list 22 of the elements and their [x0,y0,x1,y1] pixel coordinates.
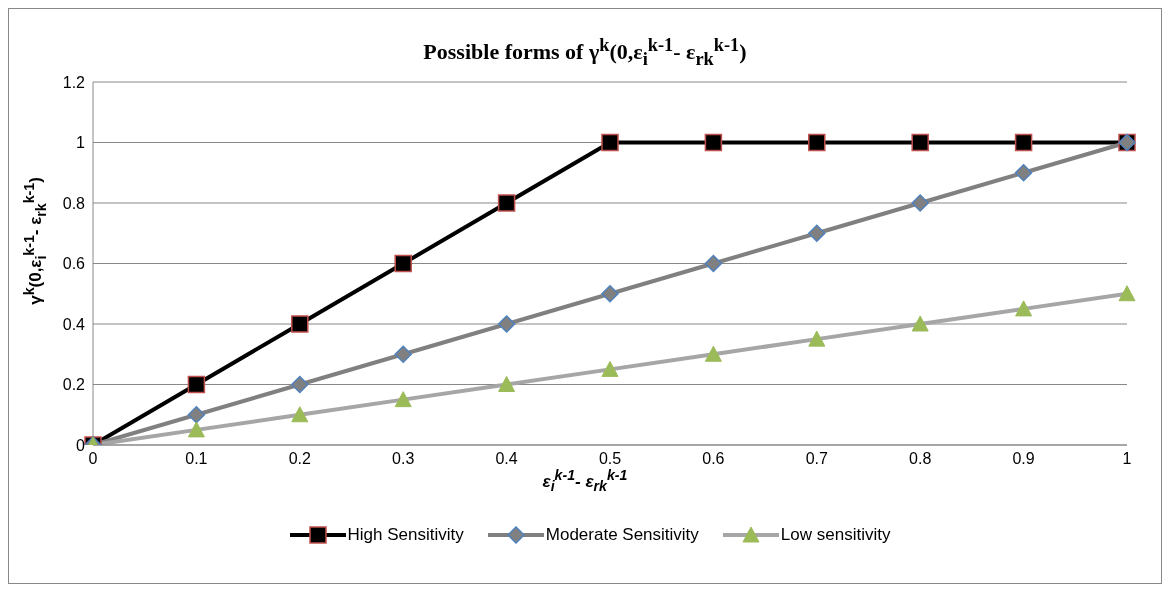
x-tick-label: 0.3 [392,450,415,468]
x-tick-label: 0.9 [1012,450,1035,468]
chart-title: Possible forms of γ$^{k}$(0,ε$_{i}$$^{k-1}$- ε$_{rk}$$^{k-1}$) [423,35,747,69]
legend-label: Low sensitivity [780,525,891,545]
y-tick-label: 1 [76,134,86,152]
y-tick-label: 0.8 [62,194,86,212]
x-tick-label: 0.5 [598,450,622,468]
x-tick-label: 0.7 [805,450,829,468]
legend-label: High Sensitivity [347,525,464,545]
y-tick-label: 0.2 [62,376,86,394]
x-tick-label: 0.6 [702,450,725,468]
x-tick-label: 0.2 [288,450,312,468]
y-tick-label: 1.2 [62,73,86,91]
x-tick-label: 0.4 [495,450,518,468]
x-tick-label: 1 [1122,450,1132,468]
x-tick-label: 0.8 [909,450,932,468]
y-tick-label: 0.6 [62,255,86,273]
x-tick-label: 0.1 [185,450,208,468]
legend-label: Moderate Sensitivity [545,525,699,545]
y-tick-label: 0.4 [62,315,86,333]
x-tick-label: 0 [88,450,98,468]
y-tick-label: 0 [76,436,86,454]
